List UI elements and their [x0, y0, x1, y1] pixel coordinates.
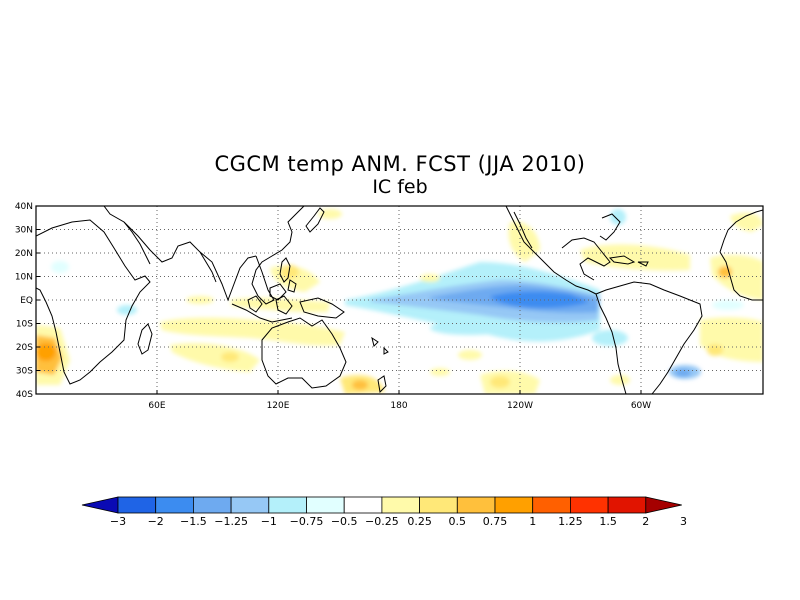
- colorbar-swatch: [456, 496, 496, 514]
- map-grid: [36, 206, 763, 394]
- lon-label: 120W: [507, 401, 533, 411]
- lat-label: 20N: [15, 249, 33, 259]
- colorbar-label: 0.75: [483, 515, 508, 528]
- colorbar: −3 −2 −1.5 −1.25 −1 −0.75 −0.5 −0.25 0.25 0.5 0.75…: [81, 496, 687, 528]
- coastlines: [36, 206, 763, 394]
- colorbar-label: 0.25: [407, 515, 432, 528]
- warm-anomaly-indian-ocean: [160, 317, 345, 346]
- colorbar-swatch: [117, 496, 157, 514]
- longitude-labels: 60E 120E 180 120W 60W: [148, 401, 651, 411]
- colorbar-swatch: [230, 496, 270, 514]
- lon-label: 60E: [148, 401, 165, 411]
- colorbar-label: −3: [110, 515, 126, 528]
- lat-label: 30N: [15, 226, 33, 236]
- lat-label: 20S: [16, 343, 33, 353]
- initial-condition-label: IC feb: [372, 176, 428, 198]
- lat-label: 10S: [16, 320, 33, 330]
- map-subtitle: IC feb: [0, 176, 800, 198]
- colorbar-swatch: [570, 496, 609, 514]
- colorbar-label: 0.5: [449, 515, 467, 528]
- colorbar-label: −1.25: [214, 515, 248, 528]
- lat-label: 40S: [16, 390, 33, 400]
- colorbar-swatch: [192, 496, 232, 514]
- colorbar-swatch: [306, 496, 345, 514]
- colorbar-min-arrow: [81, 496, 119, 514]
- colorbar-label: −0.75: [290, 515, 324, 528]
- axis-ticks: [36, 205, 642, 395]
- colorbar-label: 2: [642, 515, 649, 528]
- lon-label: 180: [390, 401, 407, 411]
- colorbar-swatch: [381, 496, 420, 514]
- colorbar-swatch: [268, 496, 307, 514]
- map-title: CGCM temp ANM. FCST (JJA 2010): [214, 152, 586, 176]
- lon-label: 120E: [267, 401, 290, 411]
- colorbar-label: −1.5: [180, 515, 207, 528]
- colorbar-label: 1.5: [599, 515, 617, 528]
- colorbar-label: −0.25: [365, 515, 399, 528]
- lon-label: 60W: [631, 401, 651, 411]
- colorbar-max-arrow: [645, 496, 682, 514]
- colorbar-swatch: [155, 496, 194, 514]
- lat-label: EQ: [20, 296, 33, 306]
- colorbar-label: 1.25: [558, 515, 583, 528]
- colorbar-label: −1: [261, 515, 277, 528]
- colorbar-swatch: [607, 496, 647, 514]
- colorbar-label: 3: [680, 515, 687, 528]
- latitude-labels: 40N 30N 20N 10N EQ 10S 20S 30S 40S: [15, 202, 33, 400]
- colorbar-label: −2: [148, 515, 164, 528]
- colorbar-swatch: [532, 496, 571, 514]
- lat-label: 10N: [15, 273, 33, 283]
- anomaly-shading: [36, 209, 763, 394]
- lat-label: 40N: [15, 202, 33, 212]
- colorbar-swatch: [343, 496, 383, 514]
- colorbar-label: 1: [529, 515, 536, 528]
- lat-label: 30S: [16, 367, 33, 377]
- colorbar-swatch: [419, 496, 458, 514]
- colorbar-label: −0.5: [331, 515, 358, 528]
- colorbar-swatch: [494, 496, 534, 514]
